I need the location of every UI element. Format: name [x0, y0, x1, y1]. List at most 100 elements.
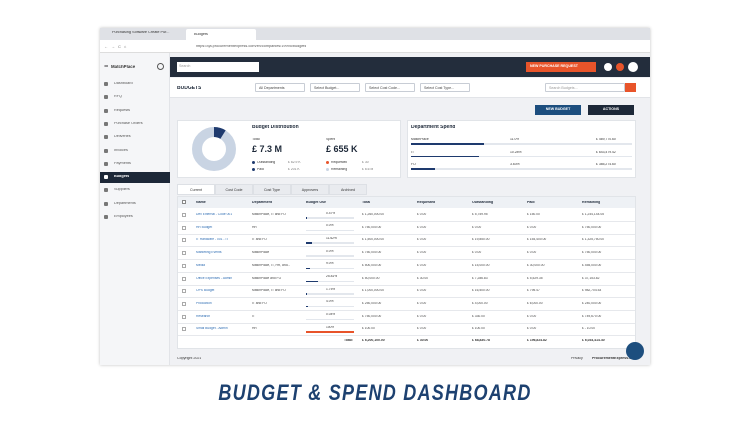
tab[interactable]: Archived — [329, 184, 367, 195]
logo: MatchPlace — [111, 65, 136, 69]
cell: £ 5,529.35 — [527, 276, 543, 280]
nav-item[interactable]: Suppliers — [114, 188, 130, 192]
nav-item[interactable]: Purchase Orders — [114, 121, 143, 125]
filter[interactable]: Select Cost Code... — [365, 83, 415, 92]
row-line — [178, 259, 635, 260]
total-cell: £ 6,200,100.00 — [362, 339, 385, 342]
checkbox[interactable] — [182, 238, 186, 243]
new-request[interactable]: NEW PURCHASE REQUEST — [526, 62, 596, 72]
budget-name[interactable]: IT Hardware - 001 - IT — [196, 238, 229, 242]
dept-track — [411, 143, 632, 145]
checkbox[interactable] — [182, 301, 186, 306]
checkbox[interactable] — [182, 263, 186, 268]
browser-tab[interactable]: Purchasing Software Create Pur... — [112, 31, 170, 34]
tab[interactable]: Cost Type — [253, 184, 291, 195]
active-tab[interactable] — [186, 29, 256, 40]
legend-label: Remaining — [331, 167, 348, 171]
nav-item[interactable]: Departments — [114, 201, 136, 205]
tab[interactable]: Approvers — [291, 184, 329, 195]
budget-name[interactable]: Research — [196, 314, 211, 318]
cell: £ 1,000,000.00 — [362, 289, 384, 293]
nav-item[interactable]: RFQ — [114, 95, 123, 99]
column-header: Paid — [527, 201, 535, 204]
budget-name[interactable]: OPS Budget — [196, 289, 215, 293]
nav-icon — [104, 175, 108, 180]
budget-name[interactable]: HR Budget — [196, 225, 213, 229]
url[interactable]: https://qa.procurementexpress.com/en/com… — [196, 45, 307, 48]
dept-name: IT — [411, 150, 415, 154]
checkbox[interactable] — [182, 289, 186, 294]
cell: IT — [252, 314, 255, 318]
notifications[interactable] — [616, 63, 624, 71]
nav-item[interactable]: Dashboard — [114, 82, 133, 85]
collapse[interactable] — [157, 63, 164, 70]
use-label: 0.0% — [326, 249, 334, 253]
checkbox[interactable] — [182, 251, 186, 256]
budget-search[interactable]: Search Budgets... — [545, 83, 625, 92]
filter[interactable]: Select Budget... — [310, 83, 360, 92]
total-cell: £ 68,830.78 — [472, 339, 490, 342]
nav-item[interactable]: Payments — [114, 161, 131, 165]
budget-name[interactable]: Marketing Events — [196, 251, 222, 255]
checkbox[interactable] — [182, 276, 186, 281]
filter[interactable]: Select Cost Type... — [420, 83, 470, 92]
help[interactable] — [604, 63, 612, 71]
nav-item[interactable]: Deliveries — [114, 135, 131, 139]
budget-name[interactable]: Media — [196, 263, 205, 267]
privacy-link[interactable]: Privacy — [571, 357, 583, 360]
checkbox[interactable] — [182, 327, 186, 332]
nav-item[interactable]: Requests — [114, 108, 131, 112]
cell: £ 50,000.00 — [362, 276, 380, 280]
chat-button[interactable] — [626, 342, 644, 360]
cell: £ 0.00 — [417, 225, 427, 229]
cell: £ 750,000.00 — [362, 225, 382, 229]
cell: £ 16,500.00 — [472, 289, 490, 293]
total: £ 7.3 M — [252, 145, 283, 154]
tab-strip — [100, 28, 650, 40]
sidebar — [100, 53, 170, 365]
dept-track — [411, 155, 632, 157]
budget-name[interactable]: Dev External - Code 001 — [196, 213, 233, 216]
checkbox[interactable] — [182, 225, 186, 230]
avatar[interactable] — [628, 62, 638, 72]
cell: £ 4,000.00 — [472, 301, 488, 305]
browser-tab[interactable]: Budgets — [194, 33, 208, 36]
cell: MatchPlace and FO — [252, 276, 282, 280]
budget-name[interactable]: Small Budget - Admin — [196, 327, 228, 331]
checkbox[interactable] — [182, 314, 186, 319]
cell: £ 0.00 — [472, 225, 482, 229]
search[interactable]: Search — [177, 62, 259, 72]
nav-item[interactable]: Employees — [114, 215, 133, 218]
search-button[interactable] — [625, 83, 636, 92]
checkbox[interactable] — [182, 213, 186, 217]
nav-item[interactable]: Budgets — [114, 175, 130, 179]
cell: £ 5,759.95 — [472, 213, 488, 216]
legend-value: £ 6.6 M — [362, 167, 374, 171]
budget-name[interactable]: Office Expenses - Admin — [196, 276, 233, 280]
use-track — [306, 318, 354, 321]
use-label: 1.75% — [326, 287, 336, 291]
cell: £ 1,325,750.00 — [582, 238, 604, 242]
column-header: Outstanding — [472, 201, 494, 204]
budget-name[interactable]: Production — [196, 301, 212, 305]
checkbox[interactable] — [182, 200, 186, 204]
label: Total — [252, 138, 260, 141]
dept-percent: 3.63% — [510, 163, 520, 166]
column-header: Department — [252, 201, 272, 204]
tab[interactable]: Cost Code — [215, 184, 253, 195]
dept-bar — [411, 168, 436, 170]
tab[interactable]: Current — [177, 184, 215, 195]
row-line — [178, 221, 635, 222]
nav-item[interactable]: Invoices — [114, 148, 128, 152]
actions[interactable]: ACTIONS — [588, 105, 634, 115]
use-bar — [306, 305, 308, 308]
cell: £ 982,704.53 — [582, 289, 602, 293]
cell: £ 0.00 — [527, 327, 537, 331]
cell: £ 0.00 — [527, 314, 537, 318]
row-line — [178, 271, 635, 273]
filter[interactable]: All Departments — [255, 83, 305, 92]
cell: £ 154,400.00 — [527, 238, 547, 242]
cell: £ 7,286.83 — [472, 276, 488, 280]
nav-buttons[interactable]: ←→C⌂ — [104, 45, 130, 49]
new-budget[interactable]: NEW BUDGET — [535, 105, 581, 115]
